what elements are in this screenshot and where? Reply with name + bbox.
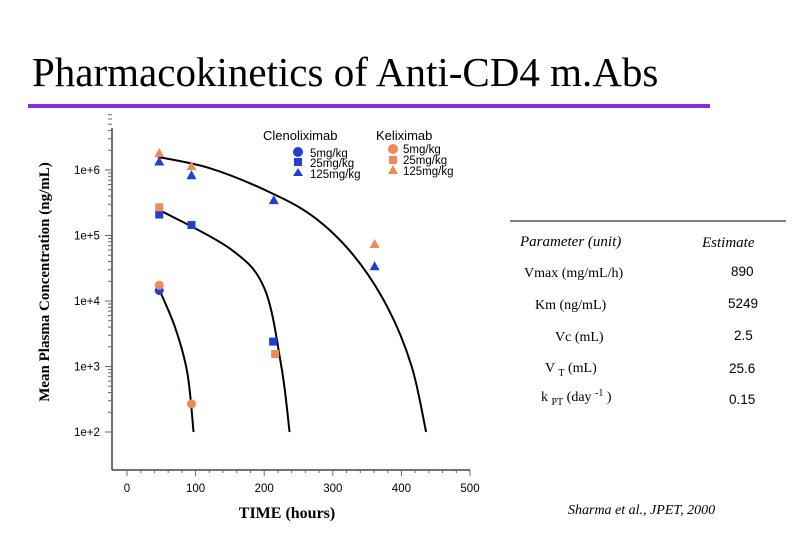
data-point — [155, 203, 164, 212]
table-param-kpt: k PT (day -1 ) — [541, 385, 612, 409]
citation: Sharma et al., JPET, 2000 — [568, 503, 716, 518]
table-param-vc: Vc (mL) — [555, 330, 604, 345]
data-point — [186, 399, 196, 409]
legend-marker-clen-25 — [294, 158, 302, 166]
x-tick-label: 400 — [392, 483, 411, 495]
table-estimate-vc: 2.5 — [734, 328, 753, 343]
y-tick-label: 1e+6 — [74, 165, 100, 177]
data-point — [186, 161, 197, 171]
x-tick-label: 300 — [323, 483, 342, 495]
data-point — [369, 261, 380, 271]
legend-label-kel-25: 25mg/kg — [403, 155, 447, 167]
parameter-table-header-bg — [508, 222, 788, 256]
data-point — [369, 239, 380, 249]
legend-label-kel-125: 125mg/kg — [403, 166, 454, 178]
data-point — [187, 221, 196, 230]
x-axis-label: TIME (hours) — [239, 505, 335, 522]
y-axis-label: Mean Plasma Concentration (ng/mL) — [37, 162, 53, 402]
table-estimate-km: 5249 — [728, 296, 758, 311]
table-param-kpt-main: k — [541, 390, 548, 405]
fitted-curve — [157, 208, 291, 433]
legend-marker-clen-5 — [293, 147, 303, 157]
fitted-curve — [157, 155, 428, 433]
legend-label-clen-25: 25mg/kg — [310, 158, 354, 170]
legend-title-clenoliximab: Clenoliximab — [263, 128, 337, 143]
table-param-vt: V T (mL) — [545, 361, 597, 380]
legend-label-clen-125: 125mg/kg — [310, 169, 361, 181]
data-point — [271, 350, 280, 359]
table-param-km: Km (ng/mL) — [535, 298, 606, 313]
table-param-kpt-sub: PT — [552, 397, 564, 408]
data-point — [154, 147, 165, 157]
x-tick-label: 500 — [460, 483, 479, 495]
parameter-table: Parameter (unit) Estimate Vmax (mg/mL/h)… — [508, 220, 788, 409]
legend: Clenoliximab Keliximab 5mg/kg 25mg/kg 12… — [263, 128, 454, 181]
data-point — [155, 210, 164, 219]
y-tick-label: 1e+2 — [74, 427, 100, 439]
x-tick-labels: 0 100 200 300 400 500 — [124, 483, 480, 495]
fitted-curves — [156, 155, 428, 433]
table-header-estimate: Estimate — [701, 235, 755, 251]
x-tick-label: 200 — [255, 483, 274, 495]
y-tick-label: 1e+3 — [74, 362, 100, 374]
data-point — [186, 170, 197, 180]
data-points — [154, 147, 380, 409]
page-title: Pharmacokinetics of Anti-CD4 m.Abs — [32, 49, 659, 95]
legend-marker-clen-125 — [293, 168, 303, 176]
y-minor-ticks — [105, 114, 112, 433]
legend-title-keliximab: Keliximab — [376, 128, 432, 143]
data-point — [269, 337, 278, 346]
table-param-kpt-sup: -1 — [595, 388, 603, 399]
table-header-parameter: Parameter (unit) — [519, 234, 621, 250]
table-estimate-kpt: 0.15 — [729, 392, 755, 407]
y-tick-label: 1e+5 — [74, 231, 100, 243]
data-point — [154, 280, 164, 290]
x-tick-label: 0 — [124, 483, 130, 495]
table-param-vt-main: V — [545, 361, 555, 376]
y-tick-labels: 1e+2 1e+3 1e+4 1e+5 1e+6 — [74, 165, 101, 439]
table-param-kpt-rest: (day — [567, 390, 592, 405]
legend-marker-kel-25 — [389, 156, 397, 164]
legend-label-kel-5: 5mg/kg — [403, 144, 441, 156]
x-tick-label: 100 — [186, 483, 205, 495]
legend-marker-kel-5 — [388, 144, 398, 154]
table-param-kpt-tail: ) — [607, 390, 612, 405]
table-param-vt-rest: (mL) — [568, 361, 597, 376]
legend-label-clen-5: 5mg/kg — [310, 148, 348, 160]
table-estimate-vmax: 890 — [731, 264, 754, 279]
y-tick-label: 1e+4 — [74, 296, 101, 308]
title-divider — [28, 104, 710, 108]
data-point — [154, 156, 165, 166]
data-point — [268, 195, 279, 205]
fitted-curve — [156, 286, 195, 433]
table-param-vmax: Vmax (mg/mL/h) — [524, 266, 623, 281]
table-estimate-vt: 25.6 — [729, 361, 755, 376]
legend-marker-kel-125 — [388, 165, 398, 174]
x-minor-ticks — [126, 470, 471, 476]
table-param-vt-sub: T — [558, 368, 564, 379]
